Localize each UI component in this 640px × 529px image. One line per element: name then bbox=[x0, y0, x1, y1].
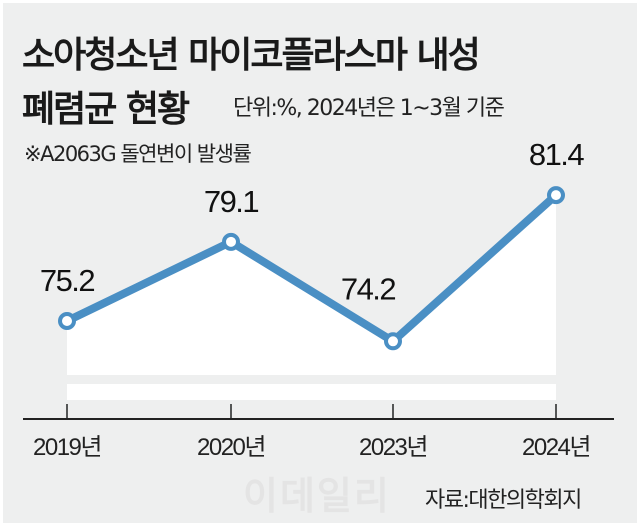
area-strip bbox=[67, 384, 556, 400]
data-label-0: 75.2 bbox=[40, 263, 95, 298]
x-tick-label-2: 2023년 bbox=[359, 434, 427, 461]
series-line bbox=[65, 192, 559, 346]
x-tick-label-0: 2019년 bbox=[33, 434, 101, 461]
data-label-2: 74.2 bbox=[341, 271, 396, 306]
data-point-3 bbox=[547, 186, 565, 205]
x-tick-label-3: 2024년 bbox=[522, 434, 590, 461]
data-point-2 bbox=[384, 332, 402, 351]
data-point-1 bbox=[222, 232, 240, 251]
watermark: 이데일리 bbox=[243, 474, 391, 518]
area-fill bbox=[67, 195, 556, 375]
chart-source: 자료:대한의학회지 bbox=[425, 488, 582, 513]
data-label-3: 81.4 bbox=[529, 137, 585, 172]
chart-title-line2: 폐렴균 현황 bbox=[22, 89, 190, 130]
chart-subtitle: 단위:%, 2024년은 1~3월 기준 bbox=[233, 96, 505, 121]
data-label-1: 79.1 bbox=[204, 184, 259, 219]
chart-title-line1: 소아청소년 마이코플라스마 내성 bbox=[22, 35, 481, 76]
data-point-0 bbox=[58, 312, 76, 330]
chart-note: ※A2063G 돌연변이 발생률 bbox=[24, 142, 252, 166]
x-tick-label-1: 2020년 bbox=[197, 434, 265, 461]
